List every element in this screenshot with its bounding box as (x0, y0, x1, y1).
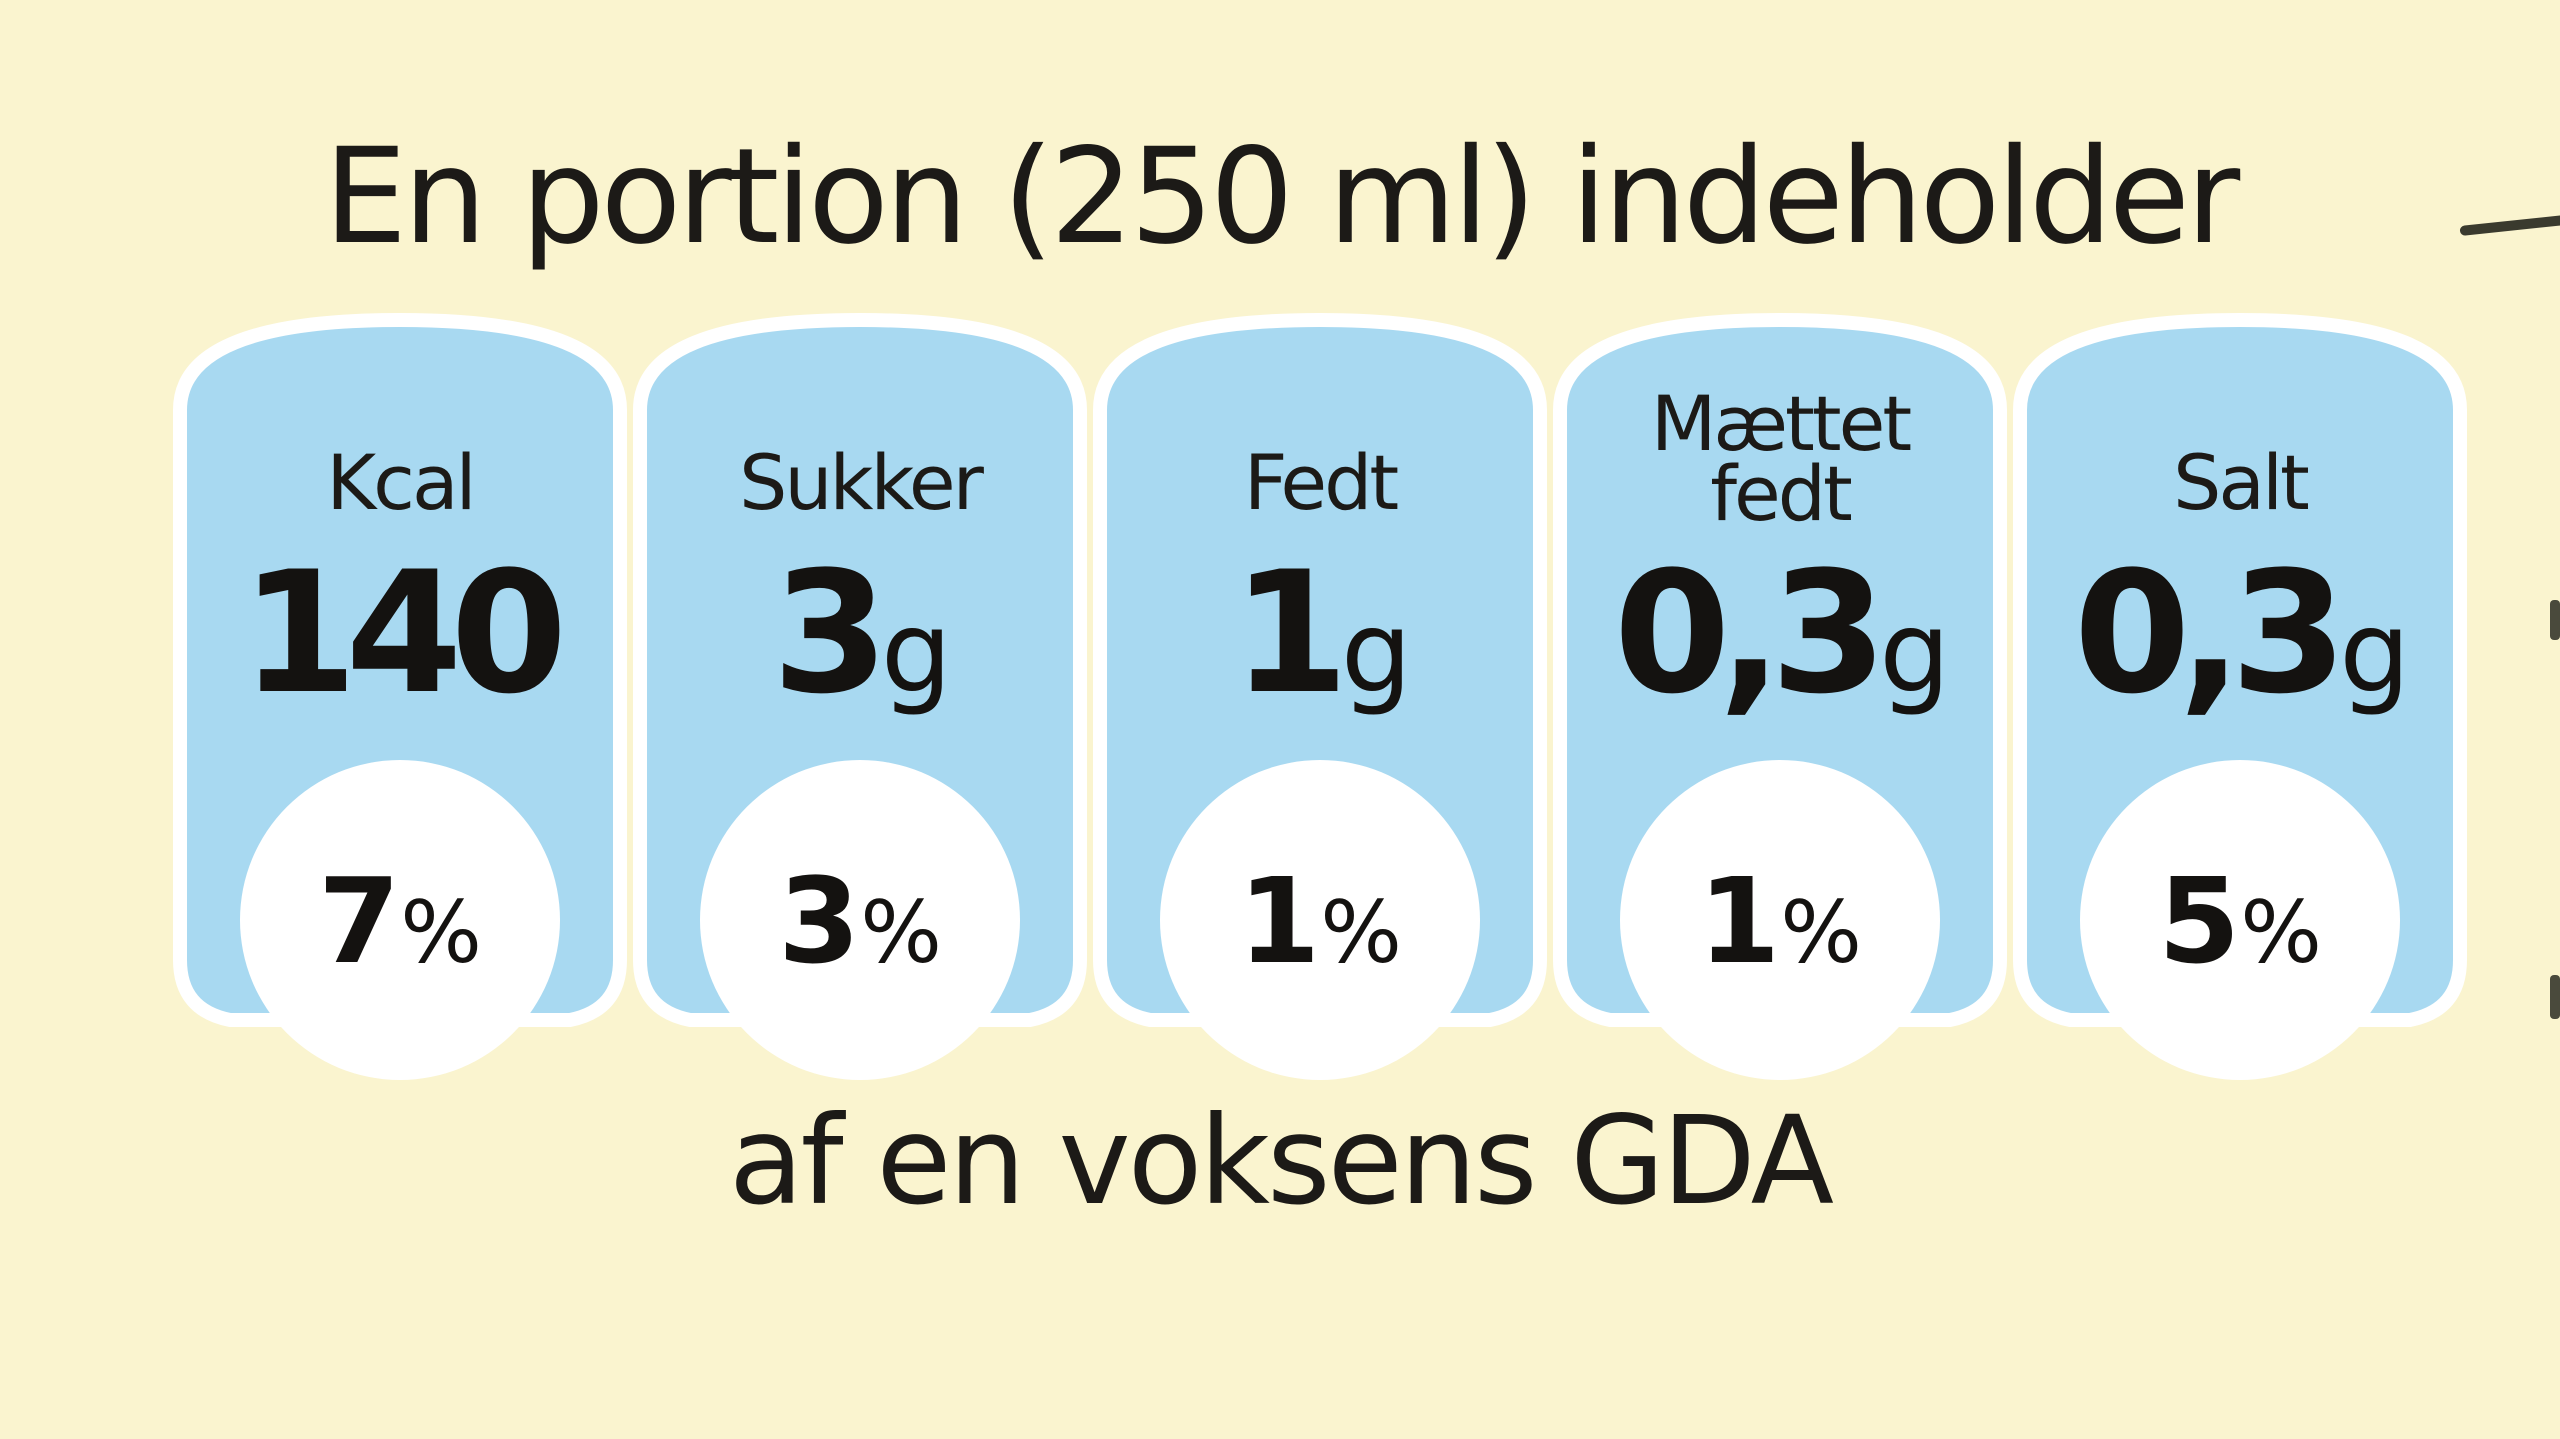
nutrient-amount: 140 (240, 535, 568, 731)
percent-number: 7 (318, 852, 400, 990)
nutrient-amount: 3 (772, 535, 889, 731)
nutrient-label: Salt (2173, 438, 2310, 527)
nutrient-label: Kcal (326, 438, 476, 527)
nutrient-panel-maettet-fedt: Mættet fedt 0,3g 1% (1550, 312, 2010, 1080)
nutrient-label-line2: fedt (1710, 449, 1853, 538)
percent-sign: % (860, 883, 942, 983)
nutrient-amount: 0,3 (1613, 535, 1888, 731)
nutrient-label: Fedt (1243, 438, 1399, 527)
nutrient-value: 0,3g (2010, 538, 2470, 728)
edge-mark-small (2550, 975, 2560, 1019)
nutrient-percent: 1% (1090, 856, 1550, 986)
nutrient-percent: 5% (2010, 856, 2470, 986)
nutrient-panel-sukker: Sukker 3g 3% (630, 312, 1090, 1080)
nutrient-unit: g (2339, 588, 2410, 718)
panel-shape (173, 312, 627, 1080)
percent-number: 5 (2158, 852, 2240, 990)
nutrient-percent: 3% (630, 856, 1090, 986)
nutrient-value: 1g (1090, 538, 1550, 728)
nutrient-percent: 7% (170, 856, 630, 986)
percent-sign: % (1320, 883, 1402, 983)
nutrient-unit: g (1340, 588, 1412, 718)
nutrient-label: Sukker (739, 438, 984, 527)
footer-text: af en voksens GDA (728, 1090, 1834, 1232)
percent-number: 1 (1238, 852, 1320, 990)
nutrient-percent: 1% (1550, 856, 2010, 986)
percent-sign: % (2240, 883, 2322, 983)
nutrition-panels: Kcal 140 7% Sukker 3g 3% Fedt 1g (170, 312, 2510, 1080)
nutrient-amount: 0,3 (2073, 535, 2348, 731)
nutrient-amount: 1 (1232, 535, 1349, 731)
nutrient-unit: g (880, 588, 952, 718)
header-title: En portion (250 ml) indeholder (323, 120, 2240, 274)
nutrient-panel-kcal: Kcal 140 7% (170, 312, 630, 1080)
nutrient-value: 0,3g (1550, 538, 2010, 728)
nutrient-unit: g (1879, 588, 1950, 718)
edge-mark-small (2550, 600, 2560, 640)
percent-number: 3 (778, 852, 860, 990)
percent-number: 1 (1698, 852, 1780, 990)
percent-sign: % (1780, 883, 1862, 983)
percent-sign: % (400, 883, 482, 983)
nutrient-label-line1: Mættet (1650, 379, 1912, 468)
nutrient-value: 140 (170, 538, 630, 728)
nutrient-panel-salt: Salt 0,3g 5% (2010, 312, 2470, 1080)
panel-shape (2013, 312, 2467, 1080)
nutrient-panel-fedt: Fedt 1g 1% (1090, 312, 1550, 1080)
panel-shape (633, 312, 1087, 1080)
nutrient-value: 3g (630, 538, 1090, 728)
panel-shape (1093, 312, 1547, 1080)
panel-shape (1553, 312, 2007, 1080)
